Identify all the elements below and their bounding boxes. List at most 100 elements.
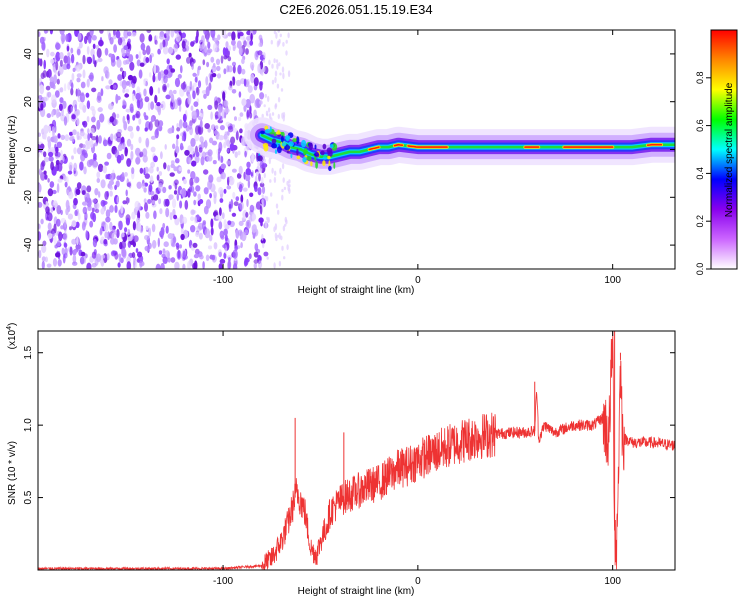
noise-cell — [264, 195, 267, 200]
ridge-hot-red — [393, 143, 404, 147]
noise-cell — [124, 93, 130, 98]
noise-cell — [144, 234, 150, 241]
noise-cell — [219, 258, 226, 264]
ridge-blob — [296, 136, 300, 145]
noise-cell — [85, 230, 89, 240]
noise-cell — [241, 216, 246, 221]
noise-cell — [200, 156, 205, 166]
noise-cell — [232, 191, 236, 199]
noise-cell — [261, 72, 264, 76]
noise-cell — [236, 40, 242, 49]
noise-cell — [65, 33, 69, 43]
noise-cell — [44, 30, 49, 34]
noise-cell — [97, 91, 102, 101]
noise-cell — [132, 114, 136, 121]
noise-cell — [206, 61, 210, 68]
noise-cell — [234, 244, 238, 251]
noise-cell — [42, 240, 47, 247]
noise-cell — [71, 220, 77, 228]
noise-cell — [190, 171, 196, 180]
noise-cell — [100, 179, 106, 189]
ridge-blob — [269, 126, 272, 133]
noise-cell — [261, 233, 264, 241]
snr-series — [38, 331, 675, 570]
noise-cell — [138, 118, 142, 125]
noise-cell — [103, 238, 108, 245]
noise-cell — [287, 32, 290, 39]
noise-cell — [131, 252, 136, 259]
noise-cell — [263, 52, 266, 59]
noise-cell — [197, 80, 202, 88]
noise-cell — [174, 261, 180, 269]
noise-cell — [257, 260, 263, 269]
noise-cell — [148, 184, 153, 193]
spectrogram-panel: -100 0 100 -40 -20 0 20 40 Height of straight … — [7, 29, 676, 296]
noise-cell — [245, 48, 249, 55]
noise-cell — [75, 64, 81, 72]
noise-cell — [40, 103, 44, 111]
noise-cell — [127, 74, 134, 81]
noise-cell — [199, 119, 203, 128]
noise-cell — [127, 228, 131, 236]
noise-cell — [142, 148, 148, 158]
noise-cell — [233, 201, 239, 207]
noise-cell — [66, 189, 70, 195]
ridge-hot-red — [646, 143, 663, 146]
noise-cell — [116, 196, 119, 204]
noise-cell — [100, 88, 104, 97]
noise-cell — [218, 109, 221, 119]
noise-cell — [223, 141, 227, 149]
colorbar-tick-label: 0.6 — [695, 119, 705, 132]
noise-cell — [51, 94, 57, 104]
noise-cell — [216, 73, 222, 79]
noise-cell — [158, 250, 163, 255]
noise-cell — [237, 64, 242, 75]
noise-cell — [249, 40, 254, 46]
noise-cell — [273, 30, 277, 35]
noise-cell — [39, 58, 43, 67]
noise-cell — [217, 151, 221, 161]
noise-cell — [221, 108, 225, 119]
noise-cell — [85, 92, 90, 98]
noise-cell — [195, 35, 199, 44]
noise-cell — [64, 134, 70, 142]
noise-cell — [108, 79, 113, 85]
snr-line — [38, 331, 675, 570]
noise-cell — [204, 228, 211, 239]
noise-cell — [46, 48, 50, 58]
noise-cell — [215, 58, 221, 65]
noise-cell — [251, 213, 257, 221]
noise-cell — [229, 143, 235, 152]
noise-cell — [250, 33, 253, 42]
noise-cell — [240, 242, 243, 249]
noise-cell — [235, 196, 240, 202]
noise-cell — [127, 31, 132, 37]
noise-cell — [232, 124, 236, 129]
noise-cell — [163, 162, 167, 170]
noise-cell — [144, 127, 148, 132]
noise-cell — [121, 79, 127, 90]
noise-cell — [210, 227, 214, 236]
noise-cell — [41, 244, 47, 254]
noise-cell — [116, 131, 122, 139]
noise-cell — [46, 113, 51, 119]
noise-cell — [111, 227, 115, 233]
ridge-blob — [326, 147, 333, 154]
noise-cell — [205, 151, 211, 156]
noise-cell — [230, 198, 234, 209]
noise-cell — [157, 87, 161, 94]
noise-cell — [222, 91, 226, 101]
noise-cell — [125, 217, 130, 226]
noise-cell — [242, 187, 248, 192]
noise-cell — [131, 167, 135, 175]
spectrogram-y-tick-label: 0 — [23, 146, 34, 152]
noise-cell — [74, 104, 77, 112]
noise-cell — [213, 194, 217, 205]
noise-cell — [159, 208, 163, 215]
noise-cell — [194, 155, 200, 164]
noise-cell — [150, 101, 155, 110]
noise-cell — [113, 30, 116, 36]
noise-cell — [218, 263, 223, 269]
noise-cell — [122, 115, 126, 124]
noise-cell — [38, 223, 41, 231]
